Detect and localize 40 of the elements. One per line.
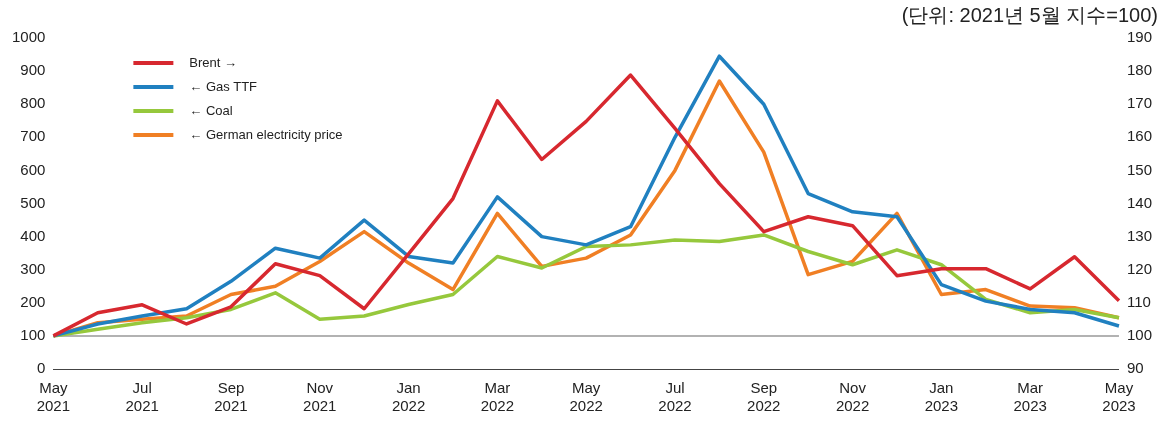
legend-label: ← Gas TTF — [189, 78, 258, 94]
y-tick-label: 300 — [20, 259, 46, 277]
x-tick-label: Nov 2022 — [835, 379, 870, 415]
y-tick-label: 400 — [20, 226, 46, 244]
legend-label: Brent → — [189, 54, 238, 70]
y2-tick-label: 140 — [1126, 193, 1152, 211]
y2-tick-label: 170 — [1126, 94, 1152, 112]
x-tick-label: Sep 2022 — [747, 379, 781, 415]
y2-tick-label: 110 — [1126, 292, 1151, 310]
y2-tick-label: 190 — [1126, 28, 1152, 46]
y-tick-label: 0 — [37, 359, 46, 377]
x-tick-label: Nov 2021 — [303, 379, 337, 415]
text: (단위: 2021년 5월 지수=100) — [901, 3, 1158, 26]
y2-tick-label: 90 — [1126, 359, 1144, 377]
x-tick-label: Jan 2022 — [391, 379, 426, 415]
y-tick-label: 100 — [20, 326, 46, 344]
y2-tick-label: 120 — [1126, 259, 1152, 277]
x-tick-label: May 2023 — [1102, 379, 1136, 415]
y2-tick-label: 130 — [1126, 226, 1152, 244]
y-tick-label: 700 — [20, 127, 46, 145]
x-tick-label: Jul 2021 — [125, 379, 159, 415]
legend-label: ← German electricity price — [189, 126, 343, 142]
x-tick-label: Jan 2023 — [924, 379, 959, 415]
y-tick-label: 1000 — [11, 28, 46, 46]
y-tick-label: 500 — [20, 193, 46, 211]
x-tick-label: May 2022 — [569, 379, 603, 415]
y-tick-label: 800 — [20, 94, 46, 112]
x-tick-label: Jul 2022 — [658, 379, 692, 415]
x-tick-label: Mar 2022 — [480, 379, 515, 415]
x-tick-label: Mar 2023 — [1013, 379, 1047, 415]
y2-tick-label: 160 — [1126, 127, 1152, 145]
legend-label: ← Coal — [189, 102, 233, 118]
y-tick-label: 900 — [20, 61, 46, 79]
x-tick-label: Sep 2021 — [214, 379, 248, 415]
y-tick-label: 200 — [20, 292, 46, 310]
y2-tick-label: 100 — [1126, 326, 1152, 344]
y-tick-label: 600 — [20, 160, 46, 178]
y2-tick-label: 180 — [1126, 61, 1152, 79]
y2-tick-label: 150 — [1126, 160, 1152, 178]
x-tick-label: May 2021 — [36, 379, 71, 415]
